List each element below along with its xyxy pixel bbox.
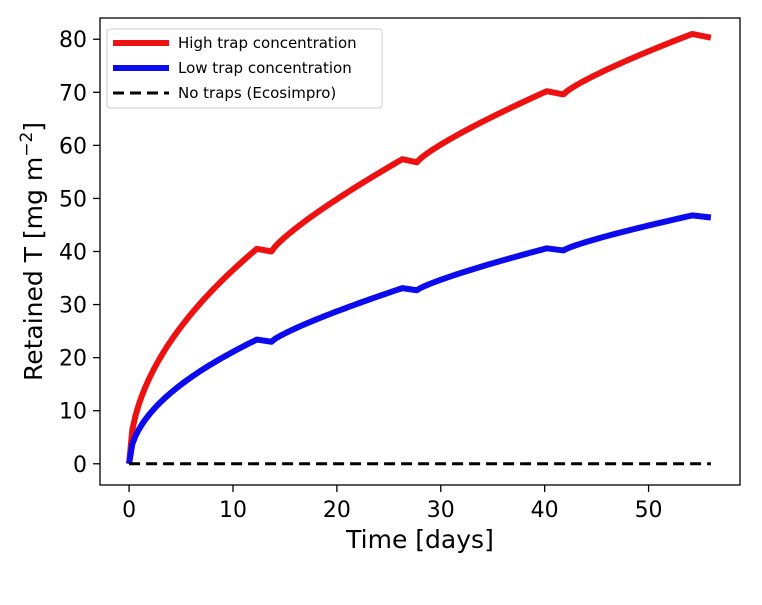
x-axis-title: Time [days] bbox=[345, 525, 494, 554]
y-axis-title: Retained T [mg m−2] bbox=[17, 122, 48, 381]
y-axis-title-superscript: −2 bbox=[17, 132, 37, 157]
x-tick-label: 40 bbox=[531, 498, 559, 523]
x-tick-label: 50 bbox=[635, 498, 663, 523]
legend-label-high: High trap concentration bbox=[178, 34, 357, 52]
y-tick-label: 60 bbox=[59, 134, 87, 159]
x-tick-label: 0 bbox=[122, 498, 136, 523]
x-tick-label: 30 bbox=[427, 498, 455, 523]
legend-label-low: Low trap concentration bbox=[178, 59, 352, 77]
legend-label-notraps: No traps (Ecosimpro) bbox=[178, 84, 336, 102]
series-layer bbox=[126, 30, 712, 466]
series-line-1 bbox=[126, 212, 712, 465]
legend: High trap concentration Low trap concent… bbox=[106, 28, 383, 109]
y-tick-label: 40 bbox=[59, 241, 87, 266]
series-line-0 bbox=[126, 30, 712, 465]
y-tick-label: 10 bbox=[59, 400, 87, 425]
y-tick-label: 20 bbox=[59, 347, 87, 372]
y-tick-label: 80 bbox=[59, 28, 87, 53]
x-tick-label: 20 bbox=[323, 498, 351, 523]
y-tick-label: 70 bbox=[59, 81, 87, 106]
ticks-layer: 0 10 20 30 40 50 0 10 20 30 40 50 60 70 80 bbox=[59, 28, 663, 523]
y-tick-label: 30 bbox=[59, 294, 87, 319]
y-axis-title-end: ] bbox=[19, 122, 48, 132]
y-tick-label: 50 bbox=[59, 187, 87, 212]
y-axis-title-main: Retained T [mg m bbox=[19, 157, 48, 381]
y-tick-label: 0 bbox=[73, 453, 87, 478]
legend-box bbox=[106, 28, 383, 109]
x-tick-label: 10 bbox=[219, 498, 247, 523]
